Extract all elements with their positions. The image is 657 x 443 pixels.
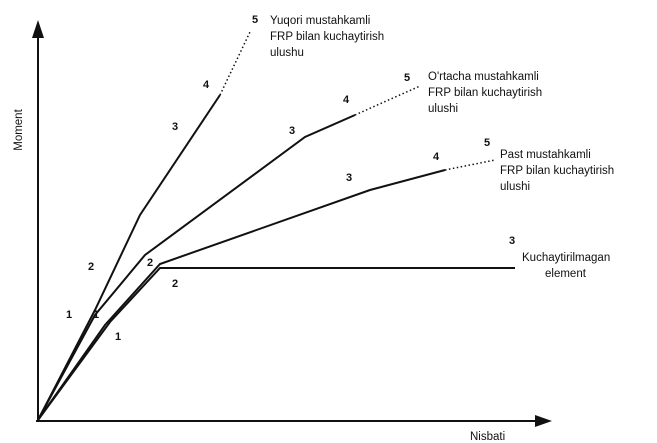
y-axis-label: Moment <box>13 108 25 150</box>
stage-number: 5 <box>252 14 258 26</box>
stage-number: 3 <box>509 235 515 247</box>
stage-number: 3 <box>289 125 295 137</box>
stage-number: 1 <box>115 331 121 343</box>
stage-number: 4 <box>203 79 210 91</box>
curve-label: FRP bilan kuchaytirish <box>270 31 384 43</box>
stage-number: 5 <box>484 137 490 149</box>
curve-label: ulushu <box>270 47 304 59</box>
stage-number: 4 <box>433 151 440 163</box>
curve <box>37 267 515 421</box>
curve <box>37 94 221 421</box>
stage-number: 2 <box>147 257 153 269</box>
curve-label: ulushi <box>428 103 458 115</box>
curve-label: FRP bilan kuchaytirish <box>428 87 542 99</box>
curve-label: Kuchaytirilmagan <box>522 252 610 264</box>
curve-label: FRP bilan kuchaytirish <box>500 165 614 177</box>
curve-label: element <box>545 268 587 280</box>
stage-number: 4 <box>343 94 350 106</box>
curve-label: O'rtacha mustahkamli <box>428 71 539 83</box>
curve-label: Yuqori mustahkamli <box>270 15 370 27</box>
curve <box>37 169 446 421</box>
y-arrow <box>32 20 44 38</box>
stage-number: 3 <box>172 121 178 133</box>
stage-number: 2 <box>88 261 94 273</box>
stage-number: 1 <box>93 309 99 321</box>
x-axis-label: Nisbati <box>470 431 505 443</box>
stage-number: 5 <box>404 72 410 84</box>
curve-label: ulushi <box>500 181 530 193</box>
curve-extension <box>444 159 496 171</box>
stage-number: 3 <box>346 172 352 184</box>
stage-number: 2 <box>172 278 178 290</box>
curve-label: Past mustahkamli <box>500 149 591 161</box>
curve <box>37 114 356 421</box>
x-arrow <box>535 415 552 427</box>
stage-number: 1 <box>66 309 72 321</box>
